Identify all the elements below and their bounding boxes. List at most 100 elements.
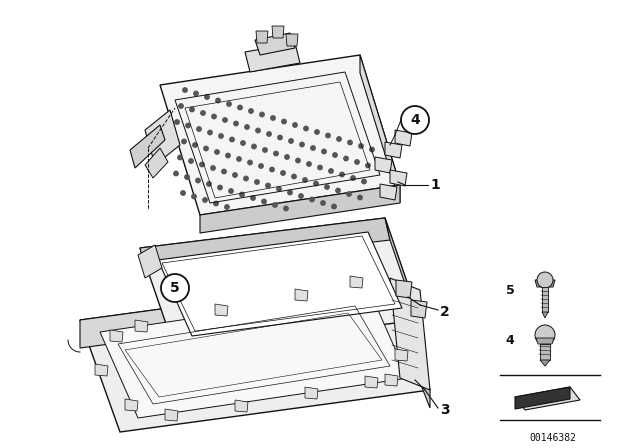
Polygon shape bbox=[390, 170, 407, 186]
Polygon shape bbox=[395, 130, 412, 146]
Text: 5: 5 bbox=[170, 281, 180, 295]
Circle shape bbox=[314, 181, 318, 186]
Circle shape bbox=[263, 148, 268, 152]
Circle shape bbox=[204, 146, 208, 151]
Circle shape bbox=[311, 146, 315, 150]
Circle shape bbox=[205, 95, 209, 99]
Circle shape bbox=[208, 130, 212, 135]
Polygon shape bbox=[395, 349, 408, 361]
Circle shape bbox=[292, 174, 296, 179]
Circle shape bbox=[359, 144, 364, 148]
Polygon shape bbox=[350, 276, 363, 288]
Circle shape bbox=[189, 159, 193, 163]
Circle shape bbox=[244, 177, 248, 181]
Circle shape bbox=[260, 112, 264, 116]
Circle shape bbox=[225, 205, 229, 209]
Circle shape bbox=[351, 176, 355, 180]
Polygon shape bbox=[390, 278, 430, 408]
Circle shape bbox=[196, 178, 200, 183]
Circle shape bbox=[307, 162, 311, 166]
Polygon shape bbox=[125, 399, 138, 411]
Circle shape bbox=[256, 128, 260, 133]
Circle shape bbox=[277, 187, 281, 191]
Polygon shape bbox=[200, 185, 400, 233]
Polygon shape bbox=[215, 304, 228, 316]
Circle shape bbox=[249, 109, 253, 113]
Circle shape bbox=[284, 206, 288, 211]
Circle shape bbox=[310, 197, 314, 202]
Polygon shape bbox=[95, 364, 108, 376]
Circle shape bbox=[174, 171, 178, 176]
Polygon shape bbox=[380, 184, 397, 200]
Circle shape bbox=[193, 143, 197, 147]
Circle shape bbox=[216, 98, 220, 103]
Polygon shape bbox=[360, 55, 400, 203]
Polygon shape bbox=[145, 148, 168, 178]
Circle shape bbox=[178, 155, 182, 159]
Circle shape bbox=[237, 157, 241, 161]
Circle shape bbox=[251, 196, 255, 200]
Circle shape bbox=[262, 199, 266, 204]
Polygon shape bbox=[542, 312, 548, 318]
Circle shape bbox=[537, 272, 553, 288]
Circle shape bbox=[273, 203, 277, 207]
Circle shape bbox=[329, 169, 333, 173]
Polygon shape bbox=[535, 280, 555, 287]
Circle shape bbox=[161, 274, 189, 302]
Circle shape bbox=[186, 123, 190, 128]
Circle shape bbox=[340, 172, 344, 177]
Circle shape bbox=[332, 204, 336, 209]
Polygon shape bbox=[536, 338, 554, 344]
Circle shape bbox=[278, 135, 282, 140]
Circle shape bbox=[366, 164, 370, 168]
Circle shape bbox=[270, 167, 274, 172]
Circle shape bbox=[401, 106, 429, 134]
Polygon shape bbox=[272, 26, 284, 38]
Circle shape bbox=[241, 141, 245, 145]
Circle shape bbox=[183, 88, 188, 92]
Circle shape bbox=[234, 121, 238, 126]
Polygon shape bbox=[305, 387, 318, 399]
Text: 00146382: 00146382 bbox=[529, 433, 577, 443]
Polygon shape bbox=[365, 376, 378, 388]
Circle shape bbox=[281, 171, 285, 175]
Polygon shape bbox=[145, 110, 180, 165]
Circle shape bbox=[240, 192, 244, 197]
Circle shape bbox=[259, 164, 263, 168]
Circle shape bbox=[315, 130, 319, 134]
Circle shape bbox=[175, 120, 179, 124]
Circle shape bbox=[337, 137, 341, 141]
Circle shape bbox=[358, 195, 362, 200]
Polygon shape bbox=[80, 278, 430, 432]
Circle shape bbox=[300, 142, 304, 146]
Polygon shape bbox=[390, 278, 430, 390]
Text: 4: 4 bbox=[410, 113, 420, 127]
Circle shape bbox=[348, 140, 352, 145]
Polygon shape bbox=[80, 278, 390, 348]
Circle shape bbox=[252, 144, 256, 149]
Polygon shape bbox=[540, 344, 550, 360]
Text: 5: 5 bbox=[506, 284, 515, 297]
Polygon shape bbox=[542, 287, 548, 312]
Polygon shape bbox=[160, 55, 400, 215]
Polygon shape bbox=[385, 142, 402, 158]
Polygon shape bbox=[235, 400, 248, 412]
Circle shape bbox=[194, 91, 198, 96]
Polygon shape bbox=[515, 387, 570, 409]
Circle shape bbox=[245, 125, 249, 129]
Circle shape bbox=[223, 118, 227, 122]
Circle shape bbox=[211, 166, 215, 170]
Circle shape bbox=[370, 147, 374, 152]
Circle shape bbox=[192, 194, 196, 199]
Circle shape bbox=[325, 185, 329, 189]
Circle shape bbox=[222, 169, 226, 174]
Circle shape bbox=[227, 102, 231, 106]
Circle shape bbox=[344, 156, 348, 161]
Circle shape bbox=[288, 190, 292, 195]
Polygon shape bbox=[110, 330, 123, 342]
Circle shape bbox=[274, 151, 278, 156]
Polygon shape bbox=[385, 218, 425, 342]
Polygon shape bbox=[256, 31, 268, 43]
Circle shape bbox=[207, 182, 211, 186]
Polygon shape bbox=[295, 289, 308, 301]
